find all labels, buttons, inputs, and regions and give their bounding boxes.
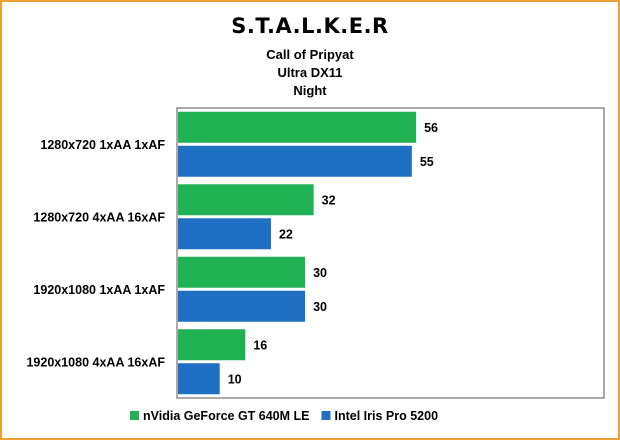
category-label: 1920x1080 1xAA 1xAF bbox=[33, 283, 165, 297]
legend-label: Intel Iris Pro 5200 bbox=[335, 409, 439, 423]
data-label: 30 bbox=[313, 266, 327, 280]
bar-intel bbox=[178, 218, 271, 250]
bar-nvidia bbox=[178, 256, 306, 288]
bar-nvidia bbox=[178, 184, 314, 216]
data-label: 16 bbox=[253, 338, 267, 352]
category-label: 1280x720 4xAA 16xAF bbox=[33, 210, 165, 224]
bar-intel bbox=[178, 363, 220, 395]
legend-swatch bbox=[130, 411, 139, 420]
category-label: 1280x720 1xAA 1xAF bbox=[40, 138, 165, 152]
data-label: 30 bbox=[313, 300, 327, 314]
data-label: 56 bbox=[424, 121, 438, 135]
data-label: 10 bbox=[228, 372, 242, 386]
category-label: 1920x1080 4xAA 16xAF bbox=[26, 355, 165, 369]
bar-nvidia bbox=[178, 111, 417, 143]
data-label: 55 bbox=[420, 155, 434, 169]
bar-intel bbox=[178, 290, 306, 322]
legend-swatch bbox=[321, 411, 331, 420]
chart-subtitle-3: Night bbox=[293, 83, 327, 98]
chart-subtitle-1: Call of Pripyat bbox=[266, 47, 354, 62]
chart-title: S.T.A.L.K.E.R bbox=[231, 14, 388, 38]
data-label: 32 bbox=[322, 193, 336, 207]
data-label: 22 bbox=[279, 227, 293, 241]
legend-label: nVidia GeForce GT 640M LE bbox=[143, 409, 310, 423]
bar-nvidia bbox=[178, 329, 246, 361]
chart-subtitle-2: Ultra DX11 bbox=[277, 65, 342, 80]
bar-intel bbox=[178, 145, 412, 177]
